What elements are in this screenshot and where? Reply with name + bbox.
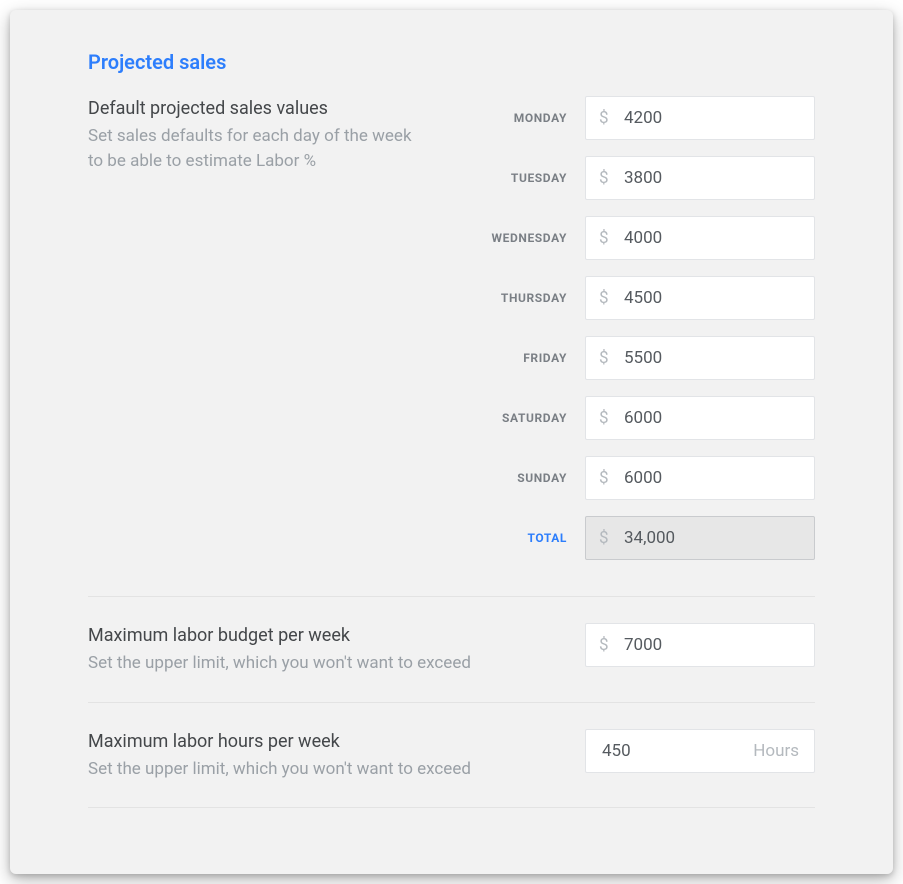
sales-input-friday[interactable] [585,336,815,380]
max-labor-budget-title: Maximum labor budget per week [88,623,557,649]
day-label-thursday: THURSDAY [501,291,567,305]
max-labor-hours-title: Maximum labor hours per week [88,729,557,755]
sales-total-value: 34,000 [624,528,675,548]
day-row-wednesday: WEDNESDAY $ [445,216,815,260]
day-row-monday: MONDAY $ [445,96,815,140]
day-label-wednesday: WEDNESDAY [492,231,567,245]
max-labor-hours-input[interactable] [585,729,815,773]
day-row-saturday: SATURDAY $ [445,396,815,440]
projected-sales-panel: Projected sales Default projected sales … [10,10,893,874]
divider [88,702,815,703]
sales-input-thursday[interactable] [585,276,815,320]
sales-input-saturday[interactable] [585,396,815,440]
day-row-thursday: THURSDAY $ [445,276,815,320]
max-labor-budget-row: Maximum labor budget per week Set the up… [88,623,815,676]
sales-input-wednesday[interactable] [585,216,815,260]
day-inputs-column: MONDAY $ TUESDAY $ WEDNESDAY [445,96,815,560]
day-row-sunday: SUNDAY $ [445,456,815,500]
input-wrap-tuesday: $ [585,156,815,200]
divider [88,596,815,597]
input-wrap-saturday: $ [585,396,815,440]
max-labor-hours-help: Set the upper limit, which you won't wan… [88,757,557,782]
day-label-tuesday: TUESDAY [511,171,567,185]
max-labor-hours-row: Maximum labor hours per week Set the upp… [88,729,815,782]
day-label-friday: FRIDAY [523,351,567,365]
day-row-friday: FRIDAY $ [445,336,815,380]
input-wrap-friday: $ [585,336,815,380]
day-row-tuesday: TUESDAY $ [445,156,815,200]
input-wrap-thursday: $ [585,276,815,320]
input-wrap-wednesday: $ [585,216,815,260]
input-wrap-sunday: $ [585,456,815,500]
sales-input-tuesday[interactable] [585,156,815,200]
sales-input-sunday[interactable] [585,456,815,500]
input-wrap-monday: $ [585,96,815,140]
input-wrap-max-budget: $ [585,623,815,667]
day-label-total: TOTAL [527,531,567,545]
max-labor-budget-input[interactable] [585,623,815,667]
divider [88,807,815,808]
sales-input-monday[interactable] [585,96,815,140]
input-wrap-max-hours: Hours [585,729,815,773]
default-sales-title: Default projected sales values [88,96,425,122]
day-label-saturday: SATURDAY [502,411,567,425]
sales-total-readonly: 34,000 [585,516,815,560]
day-label-sunday: SUNDAY [517,471,567,485]
input-wrap-total: $ 34,000 [585,516,815,560]
day-label-monday: MONDAY [514,111,567,125]
max-labor-budget-help: Set the upper limit, which you won't wan… [88,651,557,676]
day-row-total: TOTAL $ 34,000 [445,516,815,560]
default-sales-row: Default projected sales values Set sales… [88,96,815,560]
default-sales-help: Set sales defaults for each day of the w… [88,124,425,173]
section-title: Projected sales [88,50,815,74]
